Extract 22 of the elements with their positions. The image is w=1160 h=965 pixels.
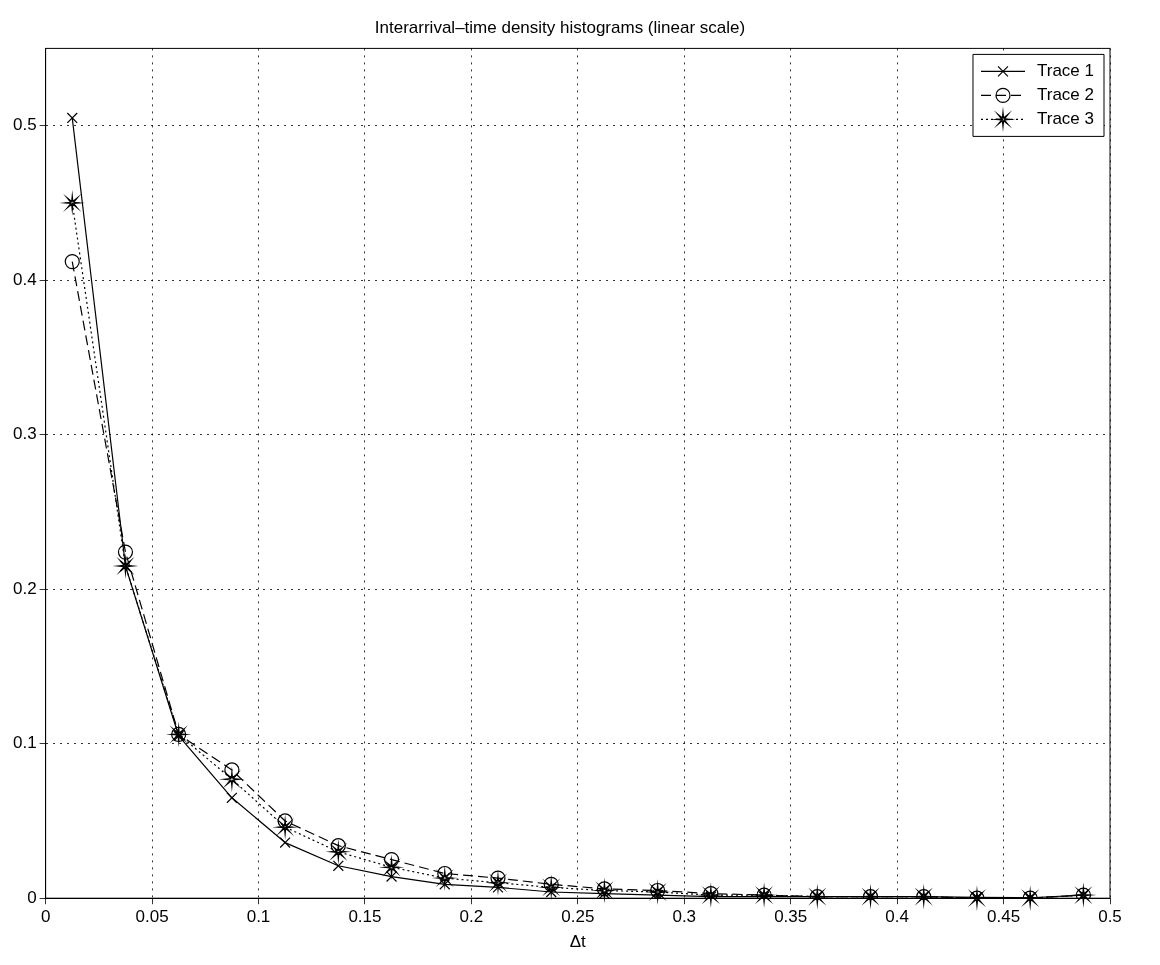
x-tick-label: 0.35 [774, 907, 808, 927]
y-tick-label: 0.4 [12, 269, 37, 289]
x-tick-label: 0.2 [459, 907, 484, 927]
y-tick-label: 0.3 [12, 424, 37, 444]
y-tick-label: 0.1 [12, 733, 37, 753]
legend-label: Trace 2 [1037, 85, 1095, 105]
x-tick-label: 0.3 [672, 907, 697, 927]
x-tick-label: 0.1 [246, 907, 271, 927]
x-tick-label: 0.15 [348, 907, 382, 927]
x-tick-label: 0.5 [1098, 907, 1122, 927]
x-tick-label: 0.45 [987, 907, 1021, 927]
x-axis-title: Δt [569, 932, 587, 952]
y-tick-label: 0.2 [12, 578, 37, 598]
x-tick-label: 0 [40, 907, 51, 927]
y-tick-label: 0.5 [12, 115, 37, 135]
x-tick-label: 0.05 [135, 907, 169, 927]
chart-title: Interarrival–time density histograms (linear scale) [374, 17, 746, 37]
legend-label: Trace 3 [1037, 109, 1095, 129]
x-tick-label: 0.4 [885, 907, 909, 927]
x-tick-label: 0.25 [561, 907, 595, 927]
y-tick-label: 0 [27, 887, 37, 907]
legend-label: Trace 1 [1037, 61, 1095, 81]
